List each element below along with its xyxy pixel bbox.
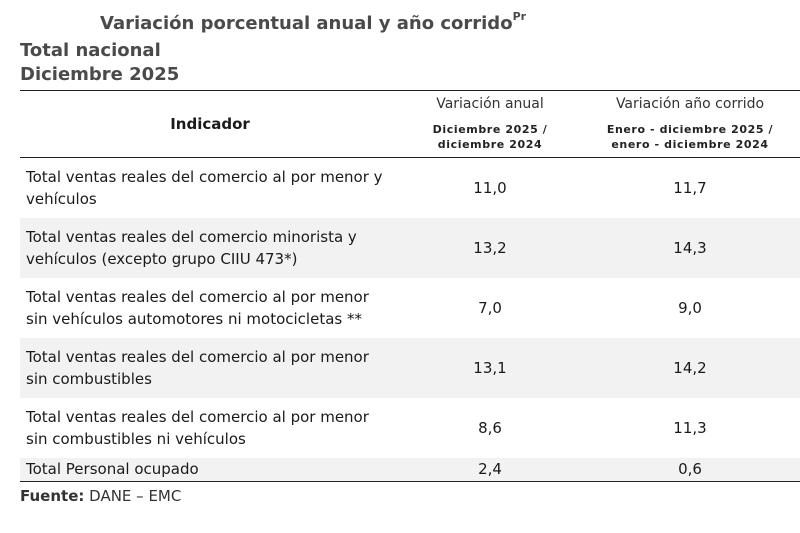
ytd-value: 11,7: [673, 178, 707, 197]
indicator-line2: sin combustibles: [26, 369, 152, 388]
annual-value: 11,0: [473, 178, 507, 197]
source-label: Fuente:: [20, 487, 85, 505]
indicator-cell: Total ventas reales del comercio al por …: [20, 158, 400, 218]
indicator-cell: Total ventas reales del comercio al por …: [20, 398, 400, 458]
indicator-line2: sin vehículos automotores ni motocicleta…: [26, 309, 362, 328]
source-note: Fuente: DANE – EMC: [20, 487, 181, 505]
col-header-ytd-period-2: enero - diciembre 2024: [611, 138, 769, 151]
table-header: Indicador Variación anual Diciembre 2025…: [20, 90, 800, 158]
indicator-cell: Total ventas reales del comercio al por …: [20, 338, 400, 398]
col-header-annual-period-2: diciembre 2024: [437, 138, 543, 151]
col-header-annual: Variación anual Diciembre 2025 / diciemb…: [400, 91, 580, 158]
col-header-annual-period-1: Diciembre 2025 /: [432, 123, 548, 136]
indicator-line2: sin combustibles ni vehículos: [26, 429, 246, 448]
ytd-value: 9,0: [678, 298, 702, 317]
indicators-table: Indicador Variación anual Diciembre 2025…: [20, 90, 800, 482]
ytd-value: 0,6: [678, 460, 702, 479]
indicator-cell: Total Personal ocupado: [20, 458, 400, 482]
indicator-cell: Total ventas reales del comercio al por …: [20, 278, 400, 338]
annual-value: 7,0: [478, 298, 502, 317]
report-title-text: Variación porcentual anual y año corrido: [100, 13, 513, 34]
col-header-ytd-title: Variación año corrido: [615, 96, 765, 112]
indicator-line1: Total ventas reales del comercio al por …: [26, 407, 369, 426]
table-row: Total ventas reales del comercio al por …: [20, 158, 800, 218]
title-superscript: Pr: [512, 10, 527, 23]
indicator-line1: Total ventas reales del comercio al por …: [26, 167, 383, 186]
indicator-cell: Total ventas reales del comercio minoris…: [20, 218, 400, 278]
annual-value: 8,6: [478, 418, 502, 437]
table-row: Total Personal ocupado 2,4 0,6: [20, 457, 800, 482]
col-header-annual-title: Variación anual: [436, 96, 544, 112]
indicator-line1: Total ventas reales del comercio minoris…: [26, 227, 357, 246]
annual-value: 2,4: [478, 460, 502, 479]
indicator-line2: vehículos: [26, 189, 97, 208]
indicator-line2: vehículos (excepto grupo CIIU 473*): [26, 249, 298, 268]
col-header-ytd: Variación año corrido Enero - diciembre …: [580, 91, 800, 158]
table-row: Total ventas reales del comercio al por …: [20, 278, 800, 338]
source-value: DANE – EMC: [89, 487, 182, 505]
col-header-ytd-period-1: Enero - diciembre 2025 /: [606, 123, 774, 136]
ytd-value: 14,3: [673, 238, 707, 257]
indicator-line1: Total ventas reales del comercio al por …: [26, 287, 369, 306]
table-row: Total ventas reales del comercio al por …: [20, 398, 800, 458]
table-body: Total ventas reales del comercio al por …: [20, 158, 800, 482]
table-row: Total ventas reales del comercio al por …: [20, 337, 800, 398]
indicator-line1: Total Personal ocupado: [26, 460, 199, 479]
ytd-value: 11,3: [673, 418, 707, 437]
report-title: Variación porcentual anual y año corrido…: [100, 10, 527, 34]
annual-value: 13,2: [473, 238, 507, 257]
table-row: Total ventas reales del comercio minoris…: [20, 217, 800, 278]
subtitle-scope: Total nacional: [20, 40, 161, 61]
indicator-line1: Total ventas reales del comercio al por …: [26, 347, 369, 366]
subtitle-period: Diciembre 2025: [20, 64, 180, 85]
annual-value: 13,1: [473, 358, 507, 377]
col-header-indicator: Indicador: [170, 115, 250, 133]
ytd-value: 14,2: [673, 358, 707, 377]
